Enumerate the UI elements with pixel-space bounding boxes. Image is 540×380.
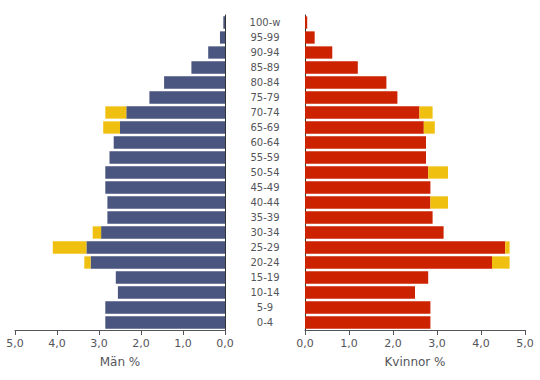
svg-text:0-4: 0-4: [257, 317, 273, 328]
svg-text:55-59: 55-59: [250, 152, 279, 163]
svg-text:80-84: 80-84: [250, 77, 279, 88]
svg-text:0,0: 0,0: [296, 337, 314, 350]
svg-text:10-14: 10-14: [250, 287, 279, 298]
svg-text:15-19: 15-19: [250, 272, 279, 283]
svg-text:3,0: 3,0: [90, 337, 108, 350]
svg-text:90-94: 90-94: [250, 47, 279, 58]
svg-text:40-44: 40-44: [250, 197, 279, 208]
svg-text:65-69: 65-69: [250, 122, 279, 133]
svg-text:4,0: 4,0: [472, 337, 490, 350]
svg-text:1,0: 1,0: [174, 337, 192, 350]
svg-text:5,0: 5,0: [6, 337, 24, 350]
svg-text:30-34: 30-34: [250, 227, 279, 238]
svg-text:75-79: 75-79: [250, 92, 279, 103]
svg-text:Kvinnor %: Kvinnor %: [384, 355, 445, 369]
svg-text:2,0: 2,0: [132, 337, 150, 350]
svg-text:Män %: Män %: [100, 355, 141, 369]
svg-text:4,0: 4,0: [48, 337, 66, 350]
svg-text:25-29: 25-29: [250, 242, 279, 253]
svg-text:70-74: 70-74: [250, 107, 279, 118]
svg-text:5-9: 5-9: [257, 302, 273, 313]
svg-text:60-64: 60-64: [250, 137, 279, 148]
svg-text:5,0: 5,0: [516, 337, 534, 350]
svg-text:20-24: 20-24: [250, 257, 279, 268]
svg-text:100-w: 100-w: [250, 17, 281, 28]
svg-text:95-99: 95-99: [250, 32, 279, 43]
svg-text:85-89: 85-89: [250, 62, 279, 73]
svg-text:50-54: 50-54: [250, 167, 279, 178]
svg-text:3,0: 3,0: [428, 337, 446, 350]
svg-text:45-49: 45-49: [250, 182, 279, 193]
svg-text:2,0: 2,0: [384, 337, 402, 350]
svg-text:35-39: 35-39: [250, 212, 279, 223]
svg-text:0,0: 0,0: [216, 337, 234, 350]
svg-text:1,0: 1,0: [340, 337, 358, 350]
